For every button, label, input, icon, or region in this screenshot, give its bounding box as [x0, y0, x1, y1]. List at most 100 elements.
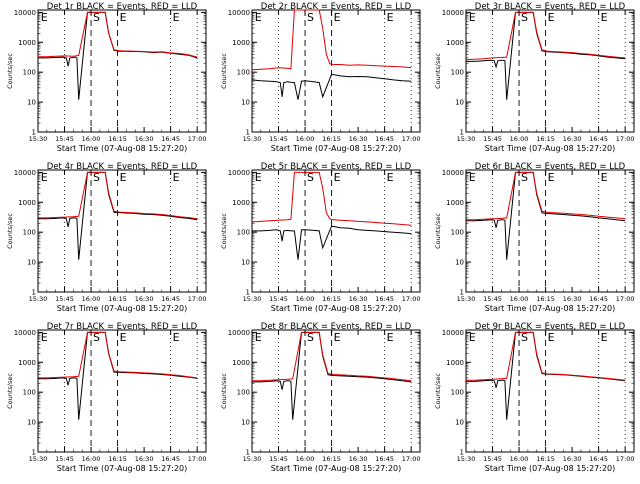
y-tick-label: 100 [23, 389, 36, 397]
x-tick-label: 16:45 [161, 135, 180, 143]
lld-series-line [38, 171, 198, 220]
x-tick-label: 15:45 [55, 455, 74, 463]
y-tick-label: 1000 [446, 39, 464, 47]
plot-frame [37, 169, 207, 293]
interval-marker-label: E [41, 331, 48, 344]
interval-marker-label: E [173, 11, 180, 24]
x-tick-label: 16:30 [135, 135, 154, 143]
x-tick-label: 16:30 [563, 295, 582, 303]
y-tick-label: 1 [246, 129, 250, 137]
interval-marker-label: E [255, 11, 262, 24]
interval-marker-label: E [334, 11, 341, 24]
y-tick-label: 10000 [228, 169, 250, 177]
interval-marker-label: E [120, 11, 127, 24]
x-tick-label: 15:45 [269, 295, 288, 303]
x-tick-label: 15:45 [483, 455, 502, 463]
lld-series-line [251, 9, 412, 71]
y-tick-label: 10 [455, 259, 464, 267]
y-axis-label: Counts/sec [220, 213, 228, 249]
x-tick-label: 16:45 [375, 135, 394, 143]
x-tick-label: 17:00 [402, 135, 421, 143]
x-tick-label: 16:00 [82, 295, 101, 303]
interval-marker-label: S [93, 11, 100, 24]
panel-title: Det 6r BLACK = Events, RED = LLD [475, 162, 626, 172]
x-tick-label: 15:30 [457, 295, 476, 303]
y-tick-label: 1000 [232, 199, 250, 207]
x-tick-label: 17:00 [616, 455, 635, 463]
plot-frame [37, 329, 207, 453]
x-tick-label: 15:30 [29, 455, 48, 463]
x-tick-label: 16:30 [563, 455, 582, 463]
panel-title: Det 9r BLACK = Events, RED = LLD [475, 322, 626, 332]
y-tick-label: 10000 [442, 169, 464, 177]
y-tick-label: 1 [32, 449, 36, 457]
y-tick-label: 1 [246, 449, 250, 457]
x-tick-label: 16:15 [536, 135, 555, 143]
y-tick-label: 1 [32, 289, 36, 297]
interval-marker-label: S [307, 11, 314, 24]
panel-title: Det 7r BLACK = Events, RED = LLD [47, 322, 198, 332]
plot-frame [251, 329, 421, 453]
interval-marker-label: E [601, 11, 608, 24]
interval-marker-label: S [307, 171, 314, 184]
interval-marker-label: E [601, 171, 608, 184]
x-tick-label: 15:45 [269, 455, 288, 463]
plot-frame [251, 169, 421, 293]
y-tick-label: 1 [460, 129, 464, 137]
lld-series-line [465, 11, 626, 61]
y-tick-label: 100 [23, 69, 36, 77]
x-tick-label: 16:45 [375, 455, 394, 463]
interval-marker-label: E [548, 11, 555, 24]
x-tick-label: 16:00 [510, 135, 529, 143]
x-tick-label: 16:00 [296, 455, 315, 463]
interval-marker-label: E [469, 11, 476, 24]
events-series-line [251, 73, 412, 100]
x-tick-label: 16:30 [563, 135, 582, 143]
x-tick-label: 16:45 [589, 295, 608, 303]
y-tick-label: 10000 [442, 9, 464, 17]
lld-series-line [251, 171, 412, 226]
y-tick-label: 10000 [228, 9, 250, 17]
y-axis-label: Counts/sec [220, 373, 228, 409]
x-tick-label: 16:00 [296, 135, 315, 143]
x-axis-label: Start Time (07-Aug-08 15:27:20) [485, 144, 616, 153]
x-tick-label: 15:30 [457, 135, 476, 143]
y-axis-label: Counts/sec [6, 373, 14, 409]
detector-panel: 1 10 100 1000 10000 15:30 15:45 16:00 16:15 16:30… [434, 322, 635, 473]
detector-panel: 1 10 100 1000 10000 15:30 15:45 16:00 16:15 16:30… [220, 322, 421, 473]
plot-frame [465, 9, 635, 133]
panel-title: Det 5r BLACK = Events, RED = LLD [261, 162, 412, 172]
y-tick-label: 10 [455, 99, 464, 107]
x-tick-label: 17:00 [188, 295, 207, 303]
y-tick-label: 100 [451, 69, 464, 77]
x-tick-label: 15:30 [243, 135, 262, 143]
y-tick-label: 1000 [18, 39, 36, 47]
y-tick-label: 100 [237, 229, 250, 237]
x-axis-label: Start Time (07-Aug-08 15:27:20) [271, 304, 402, 313]
interval-marker-label: E [548, 171, 555, 184]
interval-marker-label: E [173, 331, 180, 344]
y-tick-label: 1000 [18, 199, 36, 207]
x-tick-label: 16:45 [375, 295, 394, 303]
interval-marker-label: E [173, 171, 180, 184]
y-tick-label: 100 [23, 229, 36, 237]
detector-panel: 1 10 100 1000 10000 15:30 15:45 16:00 16:15 16:30… [6, 162, 207, 313]
y-axis-label: Counts/sec [434, 53, 442, 89]
plot-frame [465, 169, 635, 293]
y-tick-label: 10000 [14, 169, 36, 177]
x-tick-label: 16:15 [322, 295, 341, 303]
y-axis-label: Counts/sec [6, 213, 14, 249]
interval-marker-label: S [93, 331, 100, 344]
x-tick-label: 16:15 [108, 295, 127, 303]
y-tick-label: 10000 [228, 329, 250, 337]
interval-marker-label: E [255, 331, 262, 344]
x-tick-label: 15:45 [55, 135, 74, 143]
interval-marker-label: S [307, 331, 314, 344]
x-tick-label: 15:30 [29, 135, 48, 143]
x-tick-label: 16:15 [108, 135, 127, 143]
y-tick-label: 1 [460, 449, 464, 457]
lld-series-line [38, 331, 198, 379]
x-tick-label: 16:15 [536, 295, 555, 303]
y-tick-label: 1 [246, 289, 250, 297]
